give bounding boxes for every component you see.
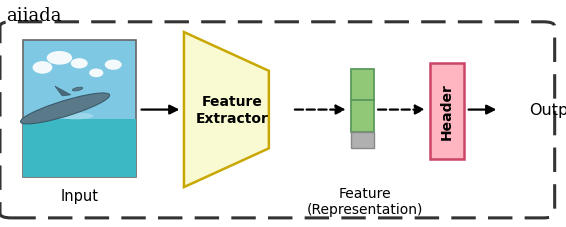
Polygon shape xyxy=(184,33,269,187)
Ellipse shape xyxy=(20,94,110,124)
Bar xyxy=(351,69,374,101)
Ellipse shape xyxy=(72,88,83,91)
Text: Feature
Extractor: Feature Extractor xyxy=(196,95,268,125)
Text: Input: Input xyxy=(60,188,98,203)
Ellipse shape xyxy=(47,52,72,65)
Bar xyxy=(23,120,136,177)
Text: aiiada: aiiada xyxy=(6,7,61,25)
Ellipse shape xyxy=(71,59,88,69)
Ellipse shape xyxy=(105,60,122,70)
Polygon shape xyxy=(55,87,71,96)
Ellipse shape xyxy=(33,62,53,74)
Ellipse shape xyxy=(89,69,104,78)
Bar xyxy=(23,41,136,177)
Bar xyxy=(430,64,464,159)
FancyBboxPatch shape xyxy=(0,23,555,218)
Ellipse shape xyxy=(59,113,93,120)
Text: Output: Output xyxy=(529,103,566,118)
Bar xyxy=(351,101,374,133)
Text: Feature
(Representation): Feature (Representation) xyxy=(307,186,423,216)
Bar xyxy=(351,133,374,149)
Text: Header: Header xyxy=(440,83,454,140)
